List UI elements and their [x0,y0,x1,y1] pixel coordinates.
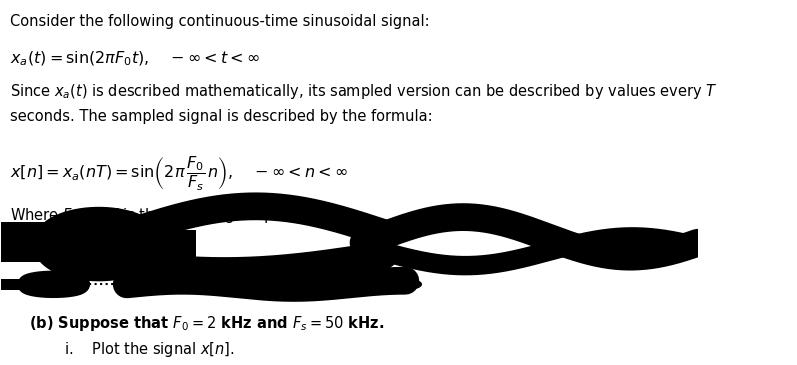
Text: Since $x_a(t)$ is described mathematically, its sampled version can be described: Since $x_a(t)$ is described mathematical… [10,82,718,101]
Text: $x[n] = x_a(nT) = \sin\!\left(2\pi\,\dfrac{F_0}{F_s}\,n\right),\quad -\infty < n: $x[n] = x_a(nT) = \sin\!\left(2\pi\,\dfr… [10,154,348,193]
Text: $x_a(t) = \sin(2\pi F_0 t),\quad -\infty < t < \infty$: $x_a(t) = \sin(2\pi F_0 t),\quad -\infty… [10,50,261,68]
Bar [2,278,29,290]
Polygon shape [26,279,81,290]
Bar [2,223,61,262]
Text: i.    Plot the signal $x[n]$.: i. Plot the signal $x[n]$. [64,340,234,359]
Text: (b) Suppose that $F_0 = 2$ kHz and $F_s = 50$ kHz.: (b) Suppose that $F_0 = 2$ kHz and $F_s … [29,314,385,333]
Text: Where $F_s = 1/T$ is the sampling frequency.: Where $F_s = 1/T$ is the sampling freque… [10,206,318,225]
Bar [43,230,196,258]
Text: seconds. The sampled signal is described by the formula:: seconds. The sampled signal is described… [10,109,433,124]
Polygon shape [396,280,422,289]
Text: Consider the following continuous-time sinusoidal signal:: Consider the following continuous-time s… [10,14,430,29]
